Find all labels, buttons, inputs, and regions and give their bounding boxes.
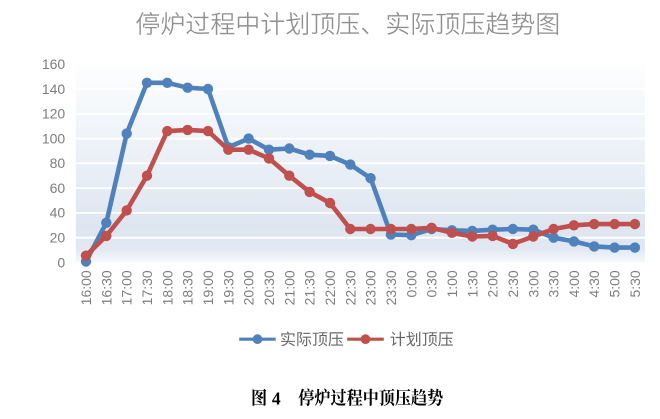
- svg-text:17:00: 17:00: [119, 270, 135, 305]
- svg-text:23:30: 23:30: [383, 270, 399, 305]
- svg-text:21:30: 21:30: [302, 270, 318, 305]
- svg-text:140: 140: [42, 81, 66, 97]
- svg-text:23:00: 23:00: [363, 270, 379, 305]
- svg-text:20: 20: [50, 230, 66, 246]
- svg-text:18:30: 18:30: [180, 270, 196, 305]
- svg-text:2:00: 2:00: [485, 270, 501, 297]
- svg-text:4:00: 4:00: [566, 270, 582, 297]
- svg-text:16:00: 16:00: [78, 270, 94, 305]
- svg-text:19:00: 19:00: [200, 270, 216, 305]
- svg-text:2:30: 2:30: [505, 270, 521, 297]
- svg-text:4: 4: [272, 388, 281, 408]
- svg-text:1:00: 1:00: [444, 270, 460, 297]
- svg-text:4:30: 4:30: [586, 270, 602, 297]
- svg-text:16:30: 16:30: [98, 270, 114, 305]
- svg-text:21:00: 21:00: [281, 270, 297, 305]
- svg-text:80: 80: [50, 155, 66, 171]
- svg-text:17:30: 17:30: [139, 270, 155, 305]
- svg-text:22:00: 22:00: [322, 270, 338, 305]
- svg-text:20:30: 20:30: [261, 270, 277, 305]
- svg-text:3:00: 3:00: [525, 270, 541, 297]
- svg-text:100: 100: [42, 130, 66, 146]
- svg-text:0: 0: [57, 254, 65, 270]
- svg-text:22:30: 22:30: [342, 270, 358, 305]
- svg-text:5:00: 5:00: [607, 270, 623, 297]
- svg-text:0:00: 0:00: [403, 270, 419, 297]
- svg-text:40: 40: [50, 205, 66, 221]
- svg-text:1:30: 1:30: [464, 270, 480, 297]
- svg-text:160: 160: [42, 56, 66, 72]
- svg-text:5:30: 5:30: [627, 270, 643, 297]
- svg-text:0:30: 0:30: [424, 270, 440, 297]
- svg-text:60: 60: [50, 180, 66, 196]
- svg-text:20:00: 20:00: [241, 270, 257, 305]
- svg-text:120: 120: [42, 106, 66, 122]
- svg-text:3:30: 3:30: [546, 270, 562, 297]
- svg-text:18:00: 18:00: [159, 270, 175, 305]
- svg-text:19:30: 19:30: [220, 270, 236, 305]
